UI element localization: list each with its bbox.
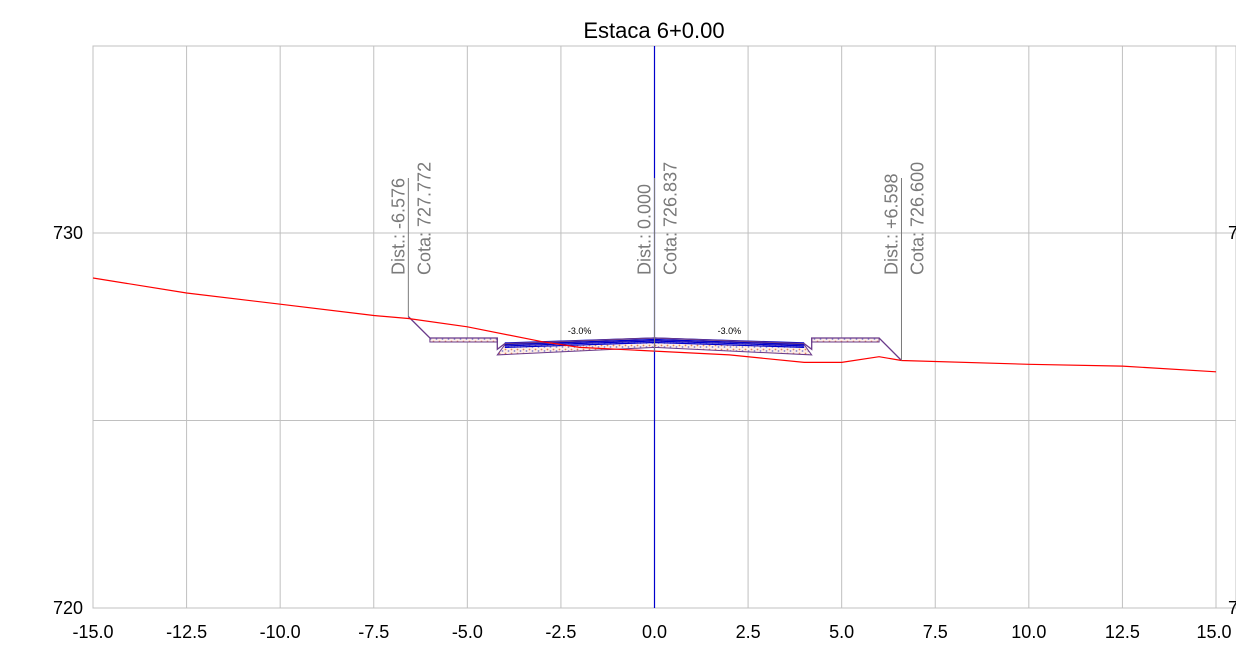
y-tick-label-right-0: 7 <box>1228 598 1236 618</box>
x-tick-label-0: -15.0 <box>72 622 113 642</box>
x-tick-label-3: -7.5 <box>358 622 389 642</box>
x-tick-label-5: -2.5 <box>545 622 576 642</box>
axes: -15.0 -12.5 -10.0 -7.5 -5.0 -2.5 0.0 2.5 5.0 7.5 1… <box>53 223 1236 642</box>
x-tick-label-4: -5.0 <box>452 622 483 642</box>
x-tick-label-2: -10.0 <box>260 622 301 642</box>
x-tick-label-8: 5.0 <box>829 622 854 642</box>
x-tick-label-9: 7.5 <box>923 622 948 642</box>
annotation-cota-2: Cota: 726.600 <box>907 162 927 275</box>
annotation-dist-1: Dist.: 0.000 <box>635 184 655 275</box>
x-tick-label-1: -12.5 <box>166 622 207 642</box>
annotation-cota-0: Cota: 727.772 <box>414 162 434 275</box>
plot-frame <box>92 45 1236 609</box>
annotation-dist-2: Dist.: +6.598 <box>881 173 901 275</box>
x-tick-label-7: 2.5 <box>736 622 761 642</box>
y-tick-label-right-1: 7 <box>1228 223 1236 243</box>
annotation-dist-0: Dist.: -6.576 <box>388 178 408 275</box>
grid <box>92 46 1236 609</box>
y-tick-label-left-0: 720 <box>53 598 83 618</box>
y-tick-label-left-1: 730 <box>53 223 83 243</box>
slope-label-0: -3.0% <box>568 326 592 336</box>
x-tick-label-6: 0.0 <box>642 622 667 642</box>
chart-title: Estaca 6+0.00 <box>583 18 724 43</box>
annotation-cota-1: Cota: 726.837 <box>661 162 681 275</box>
x-tick-label-12: 15.0 <box>1196 622 1231 642</box>
x-tick-label-11: 12.5 <box>1105 622 1140 642</box>
slope-label-1: -3.0% <box>718 326 742 336</box>
annotations: Dist.: -6.576 Cota: 727.772 Dist.: 0.000 Co… <box>388 162 927 361</box>
x-tick-label-10: 10.0 <box>1011 622 1046 642</box>
